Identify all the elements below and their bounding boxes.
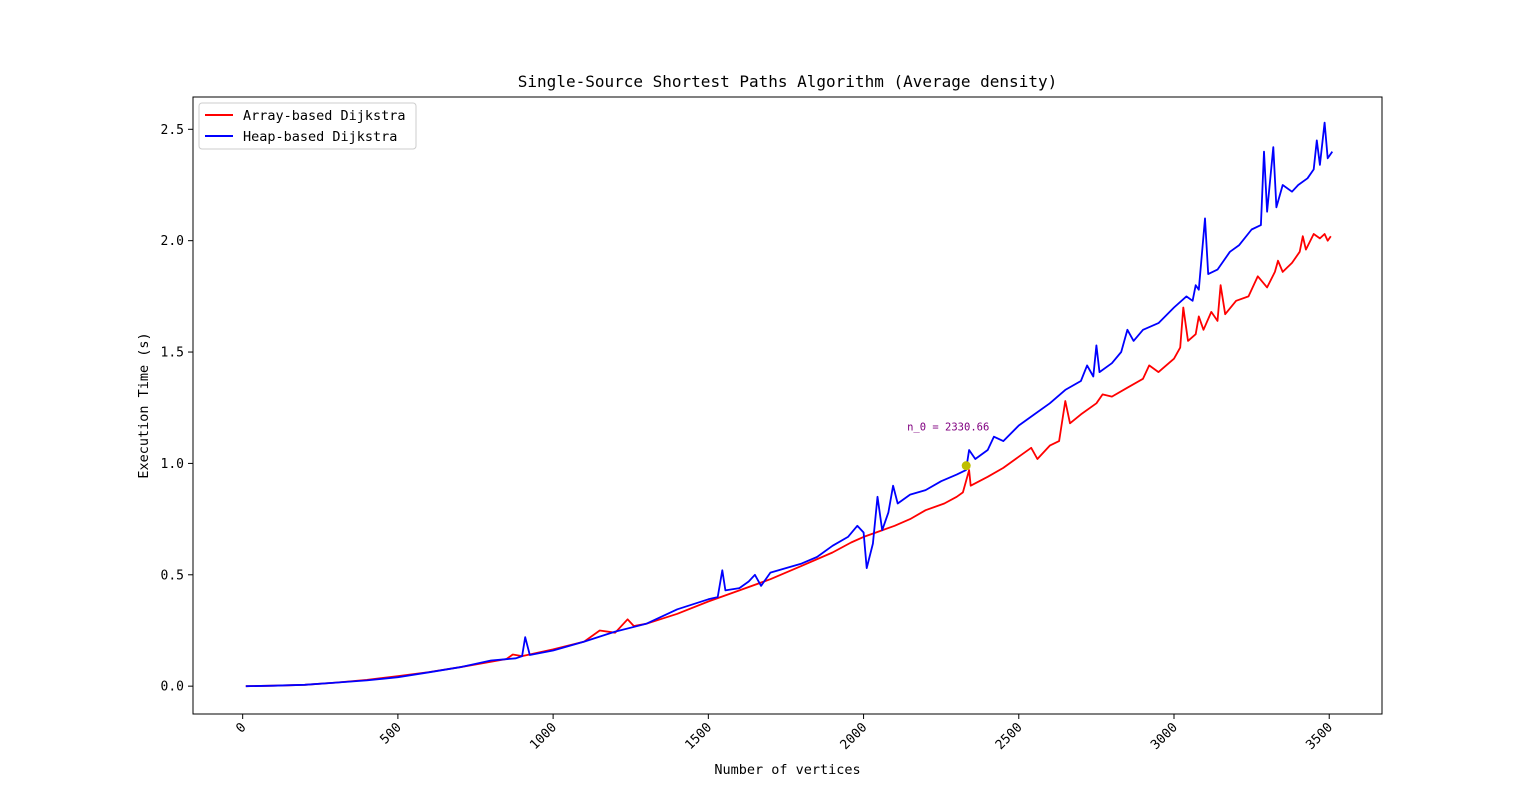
annotation-label: n_0 = 2330.66 [907, 422, 989, 434]
x-tick-label: 2500 [993, 720, 1026, 753]
plot-frame [192, 96, 1383, 715]
series-line-0 [245, 233, 1332, 688]
y-tick-label: 2.0 [161, 234, 184, 249]
series-line-1 [245, 121, 1334, 688]
legend: Array-based Dijkstra Heap-based Dijkstra [198, 102, 417, 150]
x-axis-label: Number of vertices [714, 762, 860, 778]
plot-area: n_0 = 2330.66 0 500 1000 1500 2000 2500 3000 350… [161, 96, 1383, 753]
x-tick-label: 3000 [1148, 720, 1181, 753]
x-tick-label: 1500 [682, 720, 715, 753]
legend-box [198, 102, 417, 150]
x-tick-label: 0 [233, 720, 249, 736]
legend-label-1: Heap-based Dijkstra [243, 129, 397, 145]
y-tick-label: 0.0 [161, 680, 184, 695]
x-tick-label: 1000 [527, 720, 560, 753]
chart-title: Single-Source Shortest Paths Algorithm (… [518, 72, 1057, 91]
legend-label-0: Array-based Dijkstra [243, 108, 406, 124]
x-tick-label: 3500 [1303, 720, 1336, 753]
x-tick-label: 2000 [838, 720, 871, 753]
y-tick-label: 2.5 [161, 123, 184, 138]
y-tick-label: 1.5 [161, 346, 184, 361]
y-tick-label: 1.0 [161, 457, 184, 472]
annotation-marker [961, 461, 971, 471]
x-tick-label: 500 [378, 720, 405, 747]
y-tick-label: 0.5 [161, 568, 184, 583]
y-axis-label: Execution Time (s) [136, 332, 152, 478]
